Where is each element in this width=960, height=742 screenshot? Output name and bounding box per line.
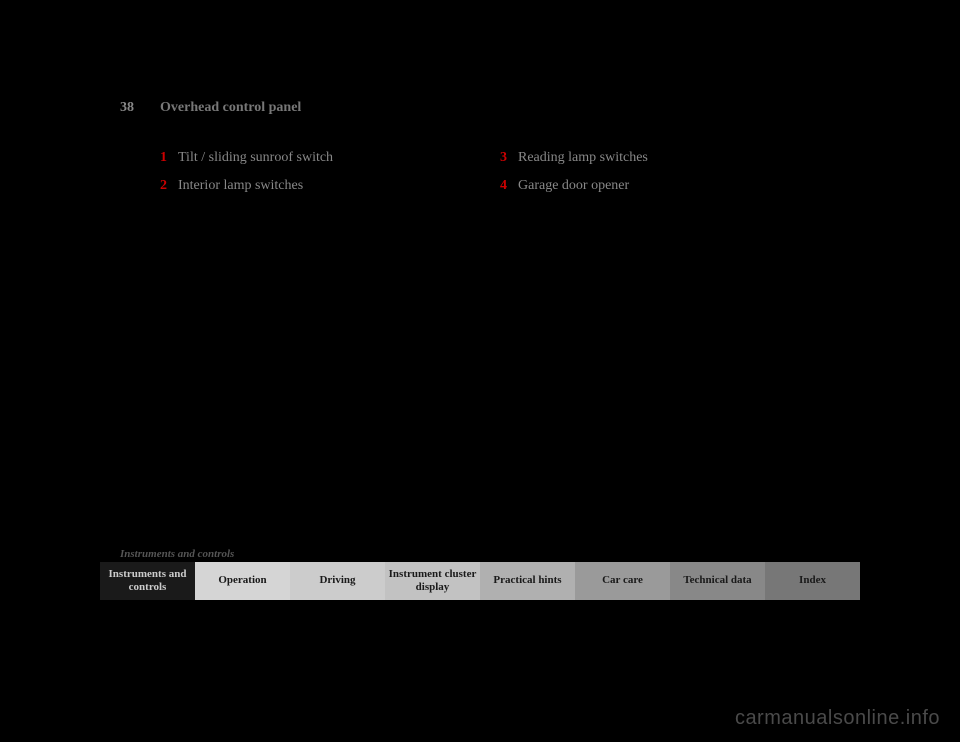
legend-column-right: 3 Reading lamp switches 4 Garage door op… — [500, 150, 800, 206]
tab-label: Instrument cluster display — [385, 568, 480, 594]
tab-instruments-controls[interactable]: Instruments and controls — [100, 562, 195, 600]
legend-number: 4 — [500, 178, 518, 194]
legend-number: 1 — [160, 150, 178, 166]
content-area: 1 Tilt / sliding sunroof switch 2 Interi… — [160, 150, 800, 206]
tab-label: Technical data — [683, 574, 751, 587]
legend-text: Interior lamp switches — [178, 178, 303, 194]
legend-column-left: 1 Tilt / sliding sunroof switch 2 Interi… — [160, 150, 460, 206]
tab-label: Practical hints — [493, 574, 561, 587]
legend-item: 4 Garage door opener — [500, 178, 800, 194]
legend-columns: 1 Tilt / sliding sunroof switch 2 Interi… — [160, 150, 800, 206]
tab-label: Instruments and controls — [100, 568, 195, 594]
tab-instrument-cluster[interactable]: Instrument cluster display — [385, 562, 480, 600]
page-number: 38 — [120, 100, 134, 116]
tab-practical-hints[interactable]: Practical hints — [480, 562, 575, 600]
tab-label: Operation — [218, 574, 266, 587]
tab-technical-data[interactable]: Technical data — [670, 562, 765, 600]
tab-label: Driving — [319, 574, 355, 587]
legend-text: Tilt / sliding sunroof switch — [178, 150, 333, 166]
legend-number: 2 — [160, 178, 178, 194]
legend-item: 1 Tilt / sliding sunroof switch — [160, 150, 460, 166]
legend-text: Reading lamp switches — [518, 150, 648, 166]
legend-text: Garage door opener — [518, 178, 629, 194]
tab-label: Car care — [602, 574, 643, 587]
tab-driving[interactable]: Driving — [290, 562, 385, 600]
tab-car-care[interactable]: Car care — [575, 562, 670, 600]
tab-operation[interactable]: Operation — [195, 562, 290, 600]
legend-item: 2 Interior lamp switches — [160, 178, 460, 194]
manual-page: 38 Overhead control panel 1 Tilt / slidi… — [100, 100, 860, 630]
section-title: Overhead control panel — [160, 100, 301, 116]
watermark: carmanualsonline.info — [735, 707, 940, 730]
tab-label: Index — [799, 574, 826, 587]
nav-tabs: Instruments and controls Operation Drivi… — [100, 562, 860, 600]
legend-item: 3 Reading lamp switches — [500, 150, 800, 166]
footer-section-label: Instruments and controls — [120, 548, 234, 560]
tab-index[interactable]: Index — [765, 562, 860, 600]
legend-number: 3 — [500, 150, 518, 166]
